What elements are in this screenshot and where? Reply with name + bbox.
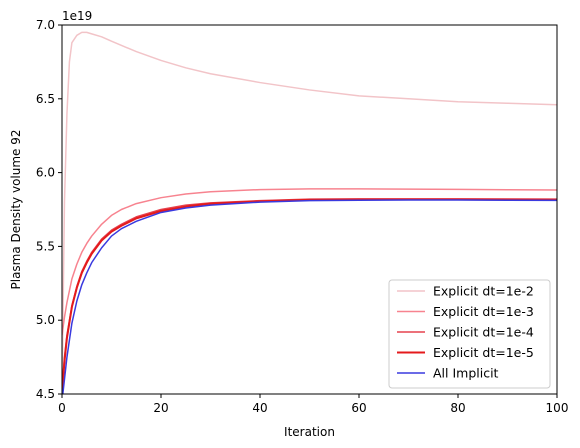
- series-line-2: [62, 188, 557, 336]
- plot-area-frame: [61, 24, 558, 395]
- series-layer: [62, 31, 557, 394]
- x-tick-label: 100: [546, 401, 569, 415]
- legend: Explicit dt=1e-2 Explicit dt=1e-3 Explicit…: [388, 279, 551, 389]
- legend-label-4: Explicit dt=1e-5: [433, 345, 534, 360]
- y-axis-label: Plasma Density volume 92: [9, 129, 23, 289]
- y-axis: 4.5 5.0 5.5 6.0 6.5 7.0: [36, 18, 62, 401]
- legend-label-2: Explicit dt=1e-3: [433, 304, 534, 319]
- y-tick-label: 5.5: [36, 239, 55, 253]
- y-tick-label: 6.5: [36, 92, 55, 106]
- y-offset-label: 1e19: [62, 9, 92, 23]
- x-axis-label: Iteration: [284, 425, 335, 439]
- y-tick-label: 7.0: [36, 18, 55, 32]
- legend-box: [388, 279, 551, 389]
- x-tick-label: 40: [252, 401, 267, 415]
- x-axis: 0 20 40 60 80 100: [58, 394, 568, 415]
- series-line-5: [62, 199, 557, 394]
- x-tick-label: 80: [450, 401, 465, 415]
- legend-label-5: All Implicit: [433, 366, 499, 381]
- legend-label-3: Explicit dt=1e-4: [433, 325, 534, 340]
- y-tick-label: 5.0: [36, 313, 55, 327]
- y-tick-label: 6.0: [36, 166, 55, 180]
- y-tick-label: 4.5: [36, 387, 55, 401]
- legend-label-1: Explicit dt=1e-2: [433, 284, 534, 299]
- series-line-1: [62, 31, 557, 394]
- x-tick-label: 60: [351, 401, 366, 415]
- x-tick-label: 0: [58, 401, 66, 415]
- x-tick-label: 20: [153, 401, 168, 415]
